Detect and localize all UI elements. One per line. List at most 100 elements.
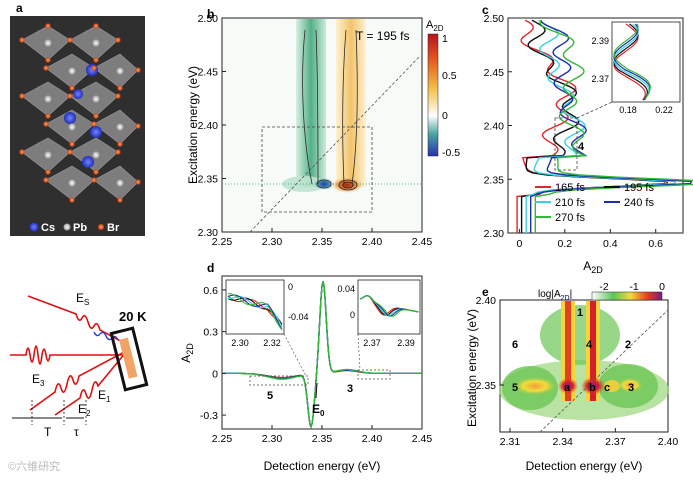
e0-arrow (315, 382, 318, 399)
pulse-schematic: 20 K ES E3 E2 E1 T τ (10, 291, 149, 439)
annotation-d-5: 5 (267, 390, 273, 402)
c-xtick-label: 0.4 (603, 238, 618, 250)
b-xtick-label: 2.30 (262, 236, 283, 248)
b-xtick-label: 2.45 (412, 236, 433, 248)
inset-d-left: 2.30 2.32 0 -0.04 (225, 279, 309, 348)
ylabel-d: A2D (179, 343, 195, 363)
series-line-d (222, 281, 422, 429)
label-e2: E2 (78, 402, 91, 418)
inset-series-line-d-left (227, 294, 283, 330)
legend-c: 165 fs 195 fs 210 fs 240 fs 270 fs (535, 182, 654, 224)
ylabel-b: Excitation energy (eV) (186, 66, 200, 184)
label-e1: E1 (98, 388, 111, 404)
inset-d-left-ytick-0: 0 (288, 282, 293, 292)
panel-b: b T = 195 fs 2.25 2.30 2.35 2.40 2.452.502.4… (186, 7, 460, 248)
peak-5: 5 (512, 382, 518, 394)
inset-d-left-ytick-1: -0.04 (288, 312, 309, 322)
peak-6: 6 (512, 339, 518, 351)
e-xtick-label: 2.40 (658, 436, 679, 448)
legend-pb: Pb (73, 222, 87, 234)
inset-c-xtick-1: 0.22 (655, 105, 673, 115)
xlabel-e: Detection energy (eV) (526, 459, 643, 473)
peak-labels-e: a b c 1 2 3 4 5 6 (512, 307, 634, 394)
d-ytick-label: 0 (212, 368, 218, 380)
panel-label-b: b (207, 7, 214, 21)
series-line-c (530, 19, 693, 233)
panel-label-c: c (482, 3, 489, 17)
legend-label-c: 270 fs (555, 212, 585, 224)
d-xtick-label: 2.25 (212, 433, 233, 445)
colorbar-b-tick: 0.5 (442, 70, 457, 82)
colorbar-b (427, 33, 439, 157)
delay-markers (31, 400, 87, 425)
peak-b: b (589, 382, 596, 394)
colorbar-b-tick: 0 (442, 110, 448, 122)
b-ytick-label: 2.50 (198, 13, 219, 25)
signal-wave (93, 331, 119, 341)
ticks-d: 2.25 2.30 2.35 2.40 2.45 0.6 0.3 0 -0.3 (200, 285, 432, 445)
inset-d-right-ytick-0: 0.04 (337, 284, 355, 294)
d-xtick-label: 2.40 (362, 433, 383, 445)
series-line-c (516, 19, 667, 233)
inset-d-left-xtick-0: 2.30 (231, 338, 249, 348)
panel-label-e: e (482, 285, 489, 299)
inset-d-right: 0.04 0 2.37 2.39 (337, 279, 421, 348)
series-line-c (534, 19, 693, 233)
zoom-link-c (576, 101, 613, 119)
colorbar-e-tick: 0 (659, 281, 665, 293)
annotation-c-4: 4 (578, 141, 585, 153)
label-tau: τ (74, 425, 79, 439)
c-xtick-label: 0.6 (648, 238, 663, 250)
diagonal-b (249, 55, 421, 233)
e-xtick-label: 2.37 (605, 436, 626, 448)
legend-cs: Cs (41, 222, 55, 234)
inset-d-left-xtick-1: 2.32 (263, 338, 281, 348)
inset-c-ytick-0: 2.39 (591, 36, 609, 46)
pulse-e3 (10, 345, 130, 365)
colorbar-e (591, 291, 663, 301)
delay-title-b: T = 195 fs (356, 29, 409, 43)
zoom-box-d-right (357, 369, 391, 380)
panel-d: d 2.30 2.32 0 -0.04 0.04 0 2.37 2.39 5 3… (179, 261, 432, 473)
peak-a: a (564, 382, 571, 394)
colorbar-e-ticks: -2 -1 0 (599, 281, 665, 293)
inset-series-line-d-left (228, 293, 283, 331)
panel-label-a: a (16, 1, 23, 15)
inset-c-lines (613, 23, 651, 101)
panel-a: a Cs Pb Br (10, 1, 145, 236)
colorbar-e-label: log|A2D| (538, 289, 572, 302)
legend-label-c: 210 fs (555, 197, 585, 209)
b-ytick-label: 2.45 (198, 67, 219, 79)
pulse-es (27, 295, 129, 346)
colorbar-e-tick: -2 (599, 281, 608, 293)
d-ytick-label: -0.3 (200, 410, 218, 422)
c-ytick-label: 2.50 (484, 13, 505, 25)
lines-d (222, 281, 422, 429)
lines-c (516, 19, 693, 233)
d-xtick-label: 2.35 (312, 433, 333, 445)
label-es: ES (76, 291, 89, 307)
ticks-c: 0 0.2 0.4 0.6 2.50 2.45 2.40 2.35 2.30 (484, 13, 664, 250)
d-ytick-label: 0.3 (203, 327, 218, 339)
zoom-box-b (261, 126, 373, 213)
legend-label-c: 195 fs (624, 182, 654, 194)
peak-2: 2 (625, 339, 631, 351)
e-xtick-label: 2.31 (500, 436, 521, 448)
zoom-box-c (554, 117, 578, 171)
xlabel-d: Detection energy (eV) (264, 459, 381, 473)
annotation-d-e0: E0 (312, 402, 325, 418)
diagonal-e (539, 309, 669, 433)
peak-4: 4 (586, 339, 593, 351)
br-atoms (19, 23, 141, 203)
inset-d-right-xtick-1: 2.39 (397, 338, 415, 348)
ylabel-e: Excitation energy (eV) (465, 309, 479, 427)
c-ytick-label: 2.45 (484, 67, 505, 79)
legend-br: Br (107, 222, 120, 234)
inset-d-right-ytick-1: 0 (350, 310, 355, 320)
series-line-c (525, 19, 676, 233)
inset-d-right-xtick-0: 2.37 (363, 338, 381, 348)
inset-series-line-d-left (227, 295, 283, 325)
b-xtick-label: 2.40 (362, 236, 383, 248)
e-ytick-label: 2.40 (476, 295, 497, 307)
